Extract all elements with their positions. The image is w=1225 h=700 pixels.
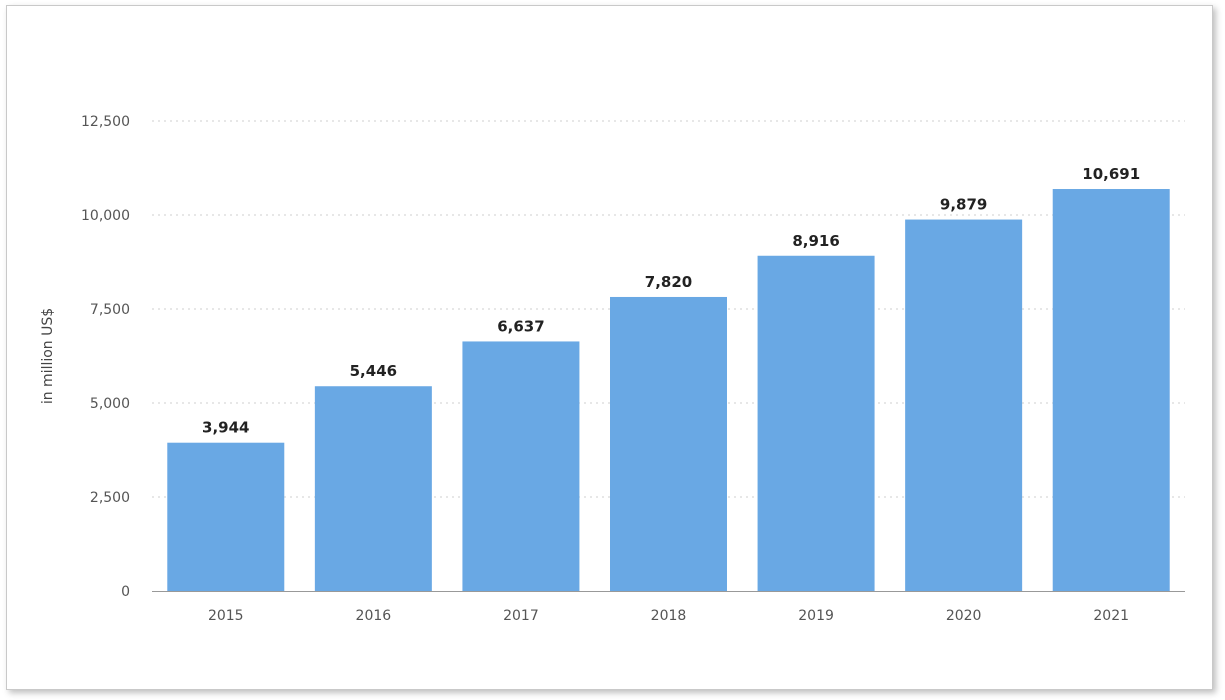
data-label: 3,944	[202, 419, 249, 437]
x-tick-label: 2015	[208, 608, 244, 624]
x-tick-label: 2021	[1093, 608, 1129, 624]
bar-2015	[167, 442, 285, 591]
bar-2019	[757, 255, 875, 591]
x-axis-ticks: 2015 2016 2017 2018 2019 2020 2021	[208, 608, 1129, 624]
bar-2021	[1052, 189, 1170, 591]
y-tick-label: 5,000	[90, 396, 130, 412]
value-labels: 3,944 5,446 6,637 7,820 8,916 9,879 10,691	[202, 165, 1140, 437]
data-label: 9,879	[940, 196, 987, 214]
x-tick-label: 2020	[946, 608, 982, 624]
data-label: 10,691	[1082, 165, 1140, 183]
y-tick-label: 10,000	[81, 208, 130, 224]
x-tick-label: 2019	[798, 608, 834, 624]
bar-2017	[462, 341, 580, 591]
y-axis-ticks: 0 2,500 5,000 7,500 10,000 12,500	[81, 114, 130, 600]
data-label: 7,820	[645, 273, 692, 291]
bars	[167, 189, 1170, 591]
y-tick-label: 12,500	[81, 114, 130, 130]
data-label: 6,637	[497, 317, 544, 335]
y-tick-label: 0	[121, 584, 130, 600]
data-label: 8,916	[792, 232, 839, 250]
x-tick-label: 2017	[503, 608, 539, 624]
y-tick-label: 2,500	[90, 490, 130, 506]
y-tick-label: 7,500	[90, 302, 130, 318]
bar-2016	[314, 386, 432, 591]
data-label: 5,446	[350, 362, 397, 380]
y-axis-title: in million US$	[40, 308, 56, 404]
x-tick-label: 2018	[651, 608, 687, 624]
x-tick-label: 2016	[356, 608, 392, 624]
bar-2020	[905, 219, 1023, 591]
bar-2018	[610, 296, 727, 591]
